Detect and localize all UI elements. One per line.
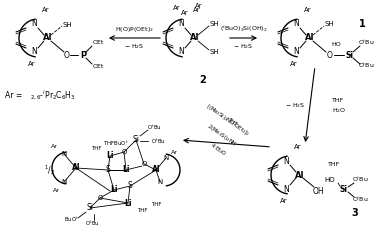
Text: N: N <box>293 19 299 29</box>
Text: $-$ H$_2$S: $-$ H$_2$S <box>285 101 305 110</box>
Text: O: O <box>141 161 147 167</box>
Text: Li: Li <box>124 198 132 208</box>
Text: Si: Si <box>133 135 139 145</box>
Text: SH: SH <box>209 49 219 55</box>
Text: N: N <box>61 151 67 157</box>
Text: O$^t$Bu: O$^t$Bu <box>85 219 99 228</box>
Text: Li: Li <box>110 186 118 194</box>
Text: Ar: Ar <box>193 7 201 13</box>
Text: $-$ H$_2$S: $-$ H$_2$S <box>233 42 254 51</box>
Text: N: N <box>157 179 163 185</box>
Text: Ar: Ar <box>195 3 203 9</box>
Text: Al: Al <box>295 171 305 179</box>
Text: THF: THF <box>328 162 340 168</box>
Text: Al: Al <box>152 165 160 175</box>
Text: O: O <box>64 51 70 59</box>
Text: N: N <box>293 48 299 56</box>
Text: Ar: Ar <box>290 61 298 67</box>
Text: S: S <box>128 182 132 190</box>
Text: O$^t$Bu: O$^t$Bu <box>352 196 368 205</box>
Text: $^1/_2$: $^1/_2$ <box>44 163 56 177</box>
Text: O: O <box>327 51 333 59</box>
Text: OEt: OEt <box>92 40 104 45</box>
Text: THFBuO$^t$: THFBuO$^t$ <box>103 139 129 148</box>
Text: Ar: Ar <box>181 10 189 16</box>
Text: O: O <box>121 149 127 155</box>
Text: H(O)P(OEt)$_2$: H(O)P(OEt)$_2$ <box>115 25 154 34</box>
Text: Ar =: Ar = <box>5 91 25 99</box>
Text: 1: 1 <box>359 19 366 29</box>
Text: Li: Li <box>106 151 114 161</box>
Text: Ar: Ar <box>53 187 59 193</box>
Text: O$^t$Bu: O$^t$Bu <box>147 124 161 132</box>
Text: N: N <box>283 157 289 165</box>
Text: O$^t$Bu: O$^t$Bu <box>358 62 374 70</box>
Text: $_{2,6}$-$^i$Pr$_2$C$_6$H$_3$: $_{2,6}$-$^i$Pr$_2$C$_6$H$_3$ <box>30 88 76 102</box>
Text: BuO$^t$: BuO$^t$ <box>64 216 80 224</box>
Text: N: N <box>178 19 184 29</box>
Text: Al: Al <box>305 33 315 43</box>
Text: N: N <box>61 179 67 185</box>
Text: Al: Al <box>43 33 53 43</box>
Text: Si: Si <box>87 204 93 212</box>
Text: S: S <box>105 165 110 175</box>
Text: Al: Al <box>72 164 80 172</box>
Text: O$^t$Bu: O$^t$Bu <box>352 176 368 184</box>
Text: ($^t$BuO)$_2$Si(OH)$_2$: ($^t$BuO)$_2$Si(OH)$_2$ <box>220 24 267 34</box>
Text: OH: OH <box>312 186 324 195</box>
Text: SH: SH <box>62 22 72 28</box>
Text: SH: SH <box>209 21 219 27</box>
Text: HO: HO <box>325 177 335 183</box>
Text: 3: 3 <box>352 208 358 218</box>
Text: [(Me$_3$Si)$_2$NLi$\cdot$OEt$_2$]$_2$: [(Me$_3$Si)$_2$NLi$\cdot$OEt$_2$]$_2$ <box>204 101 252 139</box>
Text: P: P <box>80 51 86 59</box>
Text: N: N <box>31 48 37 56</box>
Text: N: N <box>31 19 37 29</box>
Text: OEt: OEt <box>92 63 104 69</box>
Text: Ar: Ar <box>280 198 288 204</box>
Text: H$_2$O: H$_2$O <box>332 106 346 115</box>
Text: Si: Si <box>345 51 353 59</box>
Text: Ar: Ar <box>170 150 177 154</box>
Text: Ar: Ar <box>42 7 50 13</box>
Text: N: N <box>283 184 289 194</box>
Text: THF: THF <box>137 208 147 213</box>
Text: 2: 2 <box>200 75 206 85</box>
Text: Si: Si <box>340 184 348 194</box>
Text: Ar: Ar <box>51 143 57 149</box>
Text: Ar: Ar <box>173 5 181 11</box>
Text: Li: Li <box>122 165 130 175</box>
Text: THF: THF <box>226 116 238 127</box>
Text: N: N <box>178 48 184 56</box>
Text: THF: THF <box>91 146 101 150</box>
Text: $-$ H$_2$S: $-$ H$_2$S <box>124 42 145 51</box>
Text: THF: THF <box>151 202 161 208</box>
Text: 2(Me$_3$Si)$_2$NH: 2(Me$_3$Si)$_2$NH <box>205 121 239 149</box>
Text: 4 Et$_2$O: 4 Et$_2$O <box>208 140 228 158</box>
Text: HO: HO <box>331 43 341 48</box>
Text: Ar: Ar <box>28 61 36 67</box>
Text: N: N <box>163 155 169 161</box>
Text: THF: THF <box>332 98 344 103</box>
Text: O$^t$Bu: O$^t$Bu <box>150 138 166 146</box>
Text: Ar: Ar <box>304 7 312 13</box>
Text: SH: SH <box>324 21 334 27</box>
Text: Al: Al <box>190 33 200 43</box>
Text: O: O <box>97 195 103 201</box>
Text: O$^t$Bu: O$^t$Bu <box>358 39 374 48</box>
Text: Ar: Ar <box>294 144 302 150</box>
